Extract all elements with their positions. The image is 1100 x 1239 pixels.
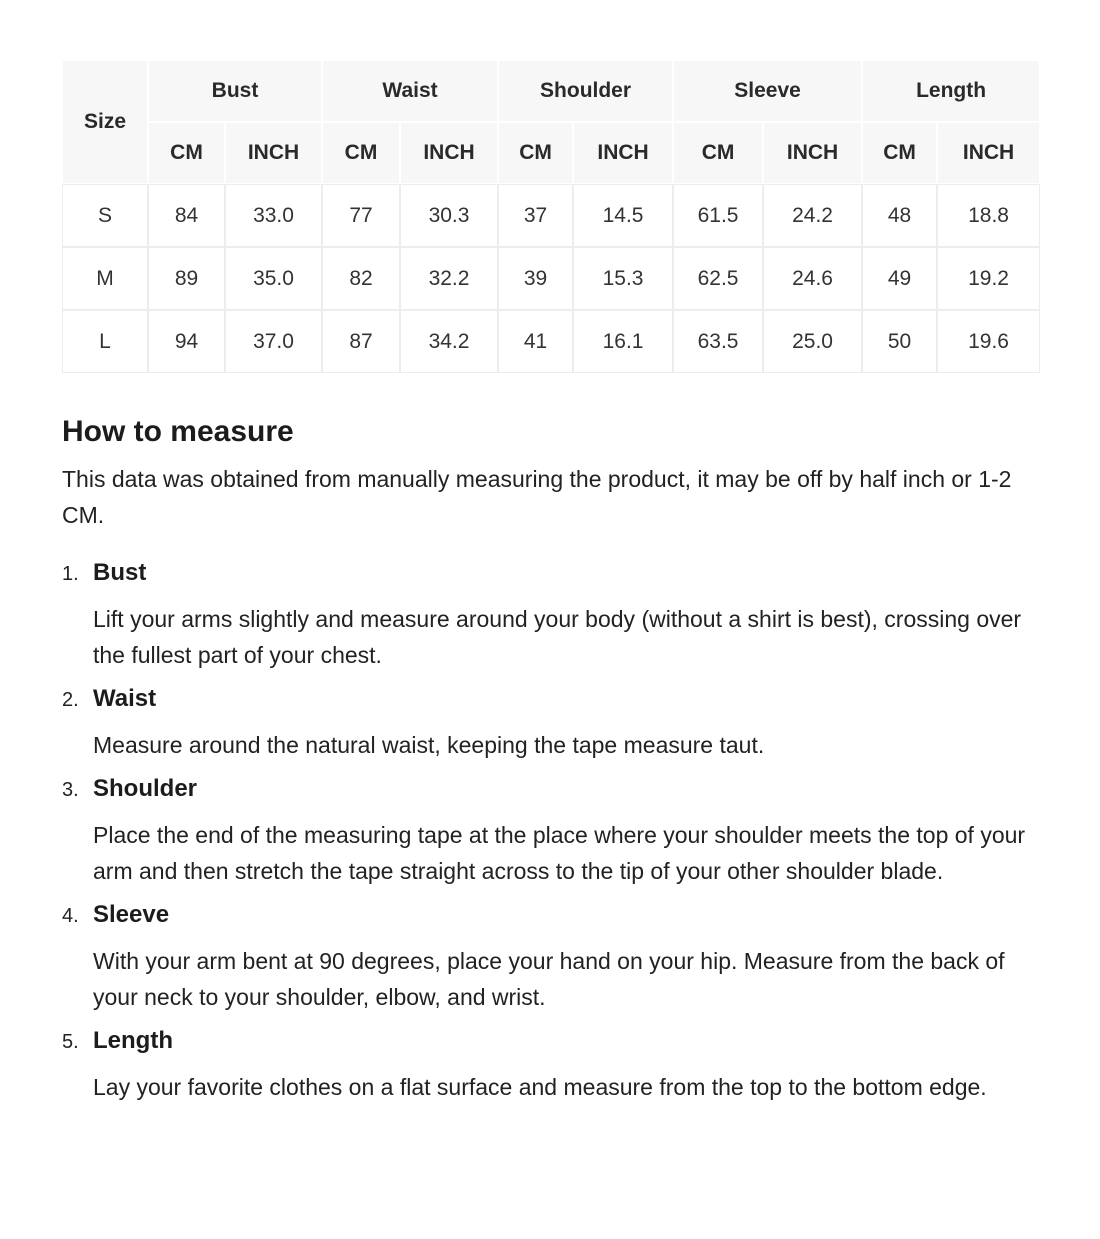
- value-cell: 94: [148, 310, 225, 373]
- value-cell: 84: [148, 184, 225, 247]
- value-cell: 14.5: [573, 184, 674, 247]
- measure-instruction-list: 1. Bust Lift your arms slightly and meas…: [62, 555, 1042, 1105]
- list-item-number: 3.: [62, 779, 79, 801]
- value-cell: 61.5: [673, 184, 764, 247]
- how-to-measure-heading: How to measure: [62, 415, 294, 448]
- value-cell: 48: [862, 184, 938, 247]
- list-item-term: Length: [93, 1027, 173, 1054]
- list-item-term: Bust: [93, 559, 147, 586]
- value-cell: 25.0: [763, 310, 863, 373]
- value-cell: 37.0: [225, 310, 323, 373]
- list-item-term: Sleeve: [93, 901, 170, 928]
- value-cell: 30.3: [400, 184, 499, 247]
- measure-disclaimer-text: This data was obtained from manually mea…: [62, 466, 1012, 528]
- value-cell: 39: [498, 247, 574, 310]
- group-header-waist: Waist: [322, 60, 499, 122]
- value-cell: 50: [862, 310, 938, 373]
- group-header-bust: Bust: [148, 60, 323, 122]
- list-item-number: 2.: [62, 689, 79, 711]
- unit-header-length-inch: INCH: [937, 122, 1041, 184]
- unit-header-bust-cm: CM: [148, 122, 225, 184]
- value-cell: 41: [498, 310, 574, 373]
- list-item-sleeve: 4. Sleeve With your arm bent at 90 degre…: [62, 897, 1042, 1015]
- unit-header-waist-inch: INCH: [400, 122, 499, 184]
- unit-header-shoulder-cm: CM: [498, 122, 574, 184]
- list-item-number: 4.: [62, 905, 79, 927]
- value-cell: 24.2: [763, 184, 863, 247]
- value-cell: 35.0: [225, 247, 323, 310]
- list-item-description: Lift your arms slightly and measure arou…: [93, 606, 1022, 668]
- size-chart-table: Size Bust Waist Shoulder Sleeve Length C…: [62, 60, 1041, 373]
- value-cell: 16.1: [573, 310, 674, 373]
- list-item-bust: 1. Bust Lift your arms slightly and meas…: [62, 555, 1042, 673]
- value-cell: 34.2: [400, 310, 499, 373]
- value-cell: 62.5: [673, 247, 764, 310]
- size-cell: S: [62, 184, 148, 247]
- list-item-waist: 2. Waist Measure around the natural wais…: [62, 681, 1042, 763]
- list-item-length: 5. Length Lay your favorite clothes on a…: [62, 1023, 1042, 1105]
- list-item-term: Waist: [93, 685, 157, 712]
- value-cell: 63.5: [673, 310, 764, 373]
- table-row-size-m: M 89 35.0 82 32.2 39 15.3 62.5 24.6 49 1…: [62, 247, 1041, 310]
- value-cell: 33.0: [225, 184, 323, 247]
- list-item-number: 1.: [62, 563, 79, 585]
- list-item-description: Measure around the natural waist, keepin…: [93, 732, 765, 758]
- value-cell: 24.6: [763, 247, 863, 310]
- value-cell: 37: [498, 184, 574, 247]
- value-cell: 77: [322, 184, 401, 247]
- value-cell: 18.8: [937, 184, 1041, 247]
- value-cell: 87: [322, 310, 401, 373]
- unit-header-sleeve-inch: INCH: [763, 122, 863, 184]
- size-cell: M: [62, 247, 148, 310]
- value-cell: 19.6: [937, 310, 1041, 373]
- group-header-shoulder: Shoulder: [498, 60, 674, 122]
- group-header-length: Length: [862, 60, 1041, 122]
- unit-header-shoulder-inch: INCH: [573, 122, 674, 184]
- group-header-sleeve: Sleeve: [673, 60, 863, 122]
- table-row-size-s: S 84 33.0 77 30.3 37 14.5 61.5 24.2 48 1…: [62, 184, 1041, 247]
- size-cell: L: [62, 310, 148, 373]
- value-cell: 15.3: [573, 247, 674, 310]
- list-item-term: Shoulder: [93, 775, 198, 802]
- size-column-header: Size: [62, 60, 148, 184]
- value-cell: 32.2: [400, 247, 499, 310]
- unit-header-sleeve-cm: CM: [673, 122, 764, 184]
- unit-header-bust-inch: INCH: [225, 122, 323, 184]
- list-item-number: 5.: [62, 1031, 79, 1053]
- value-cell: 49: [862, 247, 938, 310]
- unit-header-length-cm: CM: [862, 122, 938, 184]
- value-cell: 19.2: [937, 247, 1041, 310]
- value-cell: 89: [148, 247, 225, 310]
- list-item-shoulder: 3. Shoulder Place the end of the measuri…: [62, 771, 1042, 889]
- list-item-description: Lay your favorite clothes on a flat surf…: [93, 1074, 987, 1100]
- unit-header-waist-cm: CM: [322, 122, 401, 184]
- value-cell: 82: [322, 247, 401, 310]
- list-item-description: With your arm bent at 90 degrees, place …: [93, 948, 1005, 1010]
- table-row-size-l: L 94 37.0 87 34.2 41 16.1 63.5 25.0 50 1…: [62, 310, 1041, 373]
- list-item-description: Place the end of the measuring tape at t…: [93, 822, 1026, 884]
